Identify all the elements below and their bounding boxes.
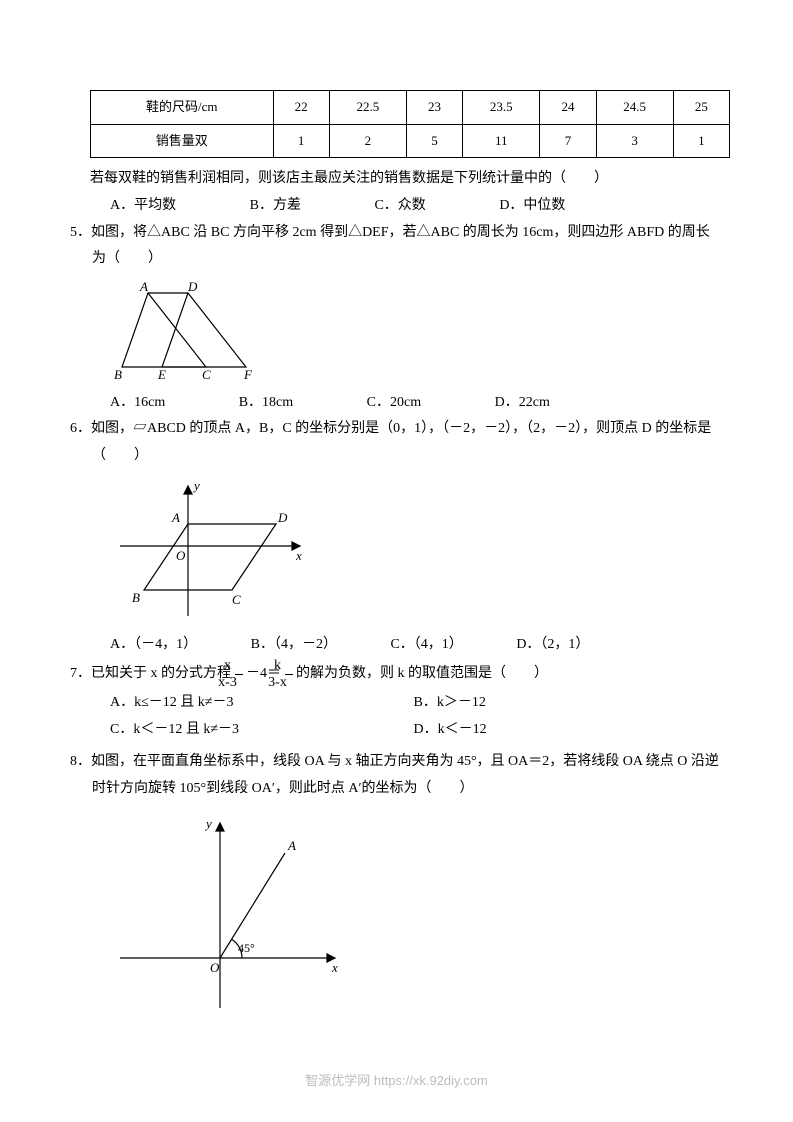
- footer-watermark: 智源优学网 https://xk.92diy.com: [0, 1069, 793, 1094]
- cell: 25: [673, 91, 729, 125]
- option-a: A．（－4，1）: [110, 632, 197, 659]
- option-c: C．k＜－12 且 k≠－3: [110, 717, 410, 744]
- cell: 2: [329, 124, 406, 158]
- label-c: C: [232, 592, 241, 607]
- cell: 24.5: [596, 91, 673, 125]
- q7-options-row1: A．k≤－12 且 k≠－3 B．k＞－12: [110, 690, 723, 717]
- table-row: 销售量双 1 2 5 11 7 3 1: [91, 124, 730, 158]
- label-a: A: [287, 838, 296, 853]
- q6-stem: 6．如图，▱ABCD 的顶点 A，B，C 的坐标分别是（0，1），（－2，－2）…: [70, 416, 723, 469]
- frac-den: 3-x: [285, 675, 293, 690]
- table-row: 鞋的尺码/cm 22 22.5 23 23.5 24 24.5 25: [91, 91, 730, 125]
- q4-stem-tail: 若每双鞋的销售利润相同，则该店主最应关注的销售数据是下列统计量中的（ ）: [90, 166, 723, 193]
- label-y: y: [204, 816, 212, 831]
- q5-figure: A D B E C F: [110, 279, 723, 384]
- option-b: B．方差: [250, 193, 301, 220]
- frac-den: x-3: [235, 675, 243, 690]
- q5-options: A．16cm B．18cm C．20cm D．22cm: [110, 390, 723, 417]
- label-a: A: [171, 510, 180, 525]
- cell: 鞋的尺码/cm: [91, 91, 274, 125]
- cell: 7: [540, 124, 596, 158]
- cell: 5: [406, 124, 462, 158]
- option-d: D．22cm: [495, 390, 550, 417]
- fraction-1: x x-3: [235, 658, 243, 690]
- label-angle: 45°: [238, 941, 255, 955]
- option-c: C．众数: [374, 193, 425, 220]
- label-b: B: [132, 590, 140, 605]
- frac-num: k: [285, 658, 293, 674]
- cell: 24: [540, 91, 596, 125]
- q7-options-row2: C．k＜－12 且 k≠－3 D．k＜－12: [110, 717, 723, 744]
- q5-stem: 5．如图，将△ABC 沿 BC 方向平移 2cm 得到△DEF，若△ABC 的周…: [70, 220, 723, 273]
- option-d: D．（2，1）: [516, 632, 589, 659]
- label-o: O: [176, 548, 186, 563]
- label-x: x: [331, 960, 338, 975]
- label-y: y: [192, 478, 200, 493]
- q8-stem: 8．如图，在平面直角坐标系中，线段 OA 与 x 轴正方向夹角为 45°，且 O…: [70, 749, 723, 802]
- label-d: D: [277, 510, 288, 525]
- label-f: F: [243, 367, 253, 382]
- option-b: B．18cm: [239, 390, 293, 417]
- cell: 22.5: [329, 91, 406, 125]
- label-d: D: [187, 279, 198, 294]
- option-c: C．20cm: [367, 390, 421, 417]
- option-a: A．16cm: [110, 390, 165, 417]
- cell: 3: [596, 124, 673, 158]
- q7-stem: 7．已知关于 x 的分式方程 x x-3 －4＝ k 3-x 的解为负数，则 k…: [70, 658, 723, 690]
- cell: 23.5: [463, 91, 540, 125]
- option-b: B．（4，－2）: [251, 632, 337, 659]
- fraction-2: k 3-x: [285, 658, 293, 690]
- label-e: E: [157, 367, 166, 382]
- label-o: O: [210, 960, 220, 975]
- cell: 1: [673, 124, 729, 158]
- option-d: D．中位数: [499, 193, 565, 220]
- q6-figure: A B C D O x y: [110, 476, 723, 626]
- cell: 22: [273, 91, 329, 125]
- label-x: x: [295, 548, 302, 563]
- option-a: A．k≤－12 且 k≠－3: [110, 690, 410, 717]
- shoe-size-table: 鞋的尺码/cm 22 22.5 23 23.5 24 24.5 25 销售量双 …: [90, 90, 730, 158]
- cell: 销售量双: [91, 124, 274, 158]
- frac-num: x: [235, 658, 243, 674]
- option-d: D．k＜－12: [414, 717, 487, 744]
- option-c: C．（4，1）: [390, 632, 462, 659]
- option-b: B．k＞－12: [414, 690, 486, 717]
- q8-figure: O x y A 45°: [110, 808, 723, 1018]
- q6-options: A．（－4，1） B．（4，－2） C．（4，1） D．（2，1）: [110, 632, 723, 659]
- q4-options: A．平均数 B．方差 C．众数 D．中位数: [110, 193, 723, 220]
- label-b: B: [114, 367, 122, 382]
- label-a: A: [139, 279, 148, 294]
- q7-prefix: 7．已知关于 x 的分式方程: [70, 666, 231, 681]
- cell: 1: [273, 124, 329, 158]
- option-a: A．平均数: [110, 193, 176, 220]
- cell: 11: [463, 124, 540, 158]
- label-c: C: [202, 367, 211, 382]
- cell: 23: [406, 91, 462, 125]
- q7-suffix: 的解为负数，则 k 的取值范围是（ ）: [296, 666, 548, 681]
